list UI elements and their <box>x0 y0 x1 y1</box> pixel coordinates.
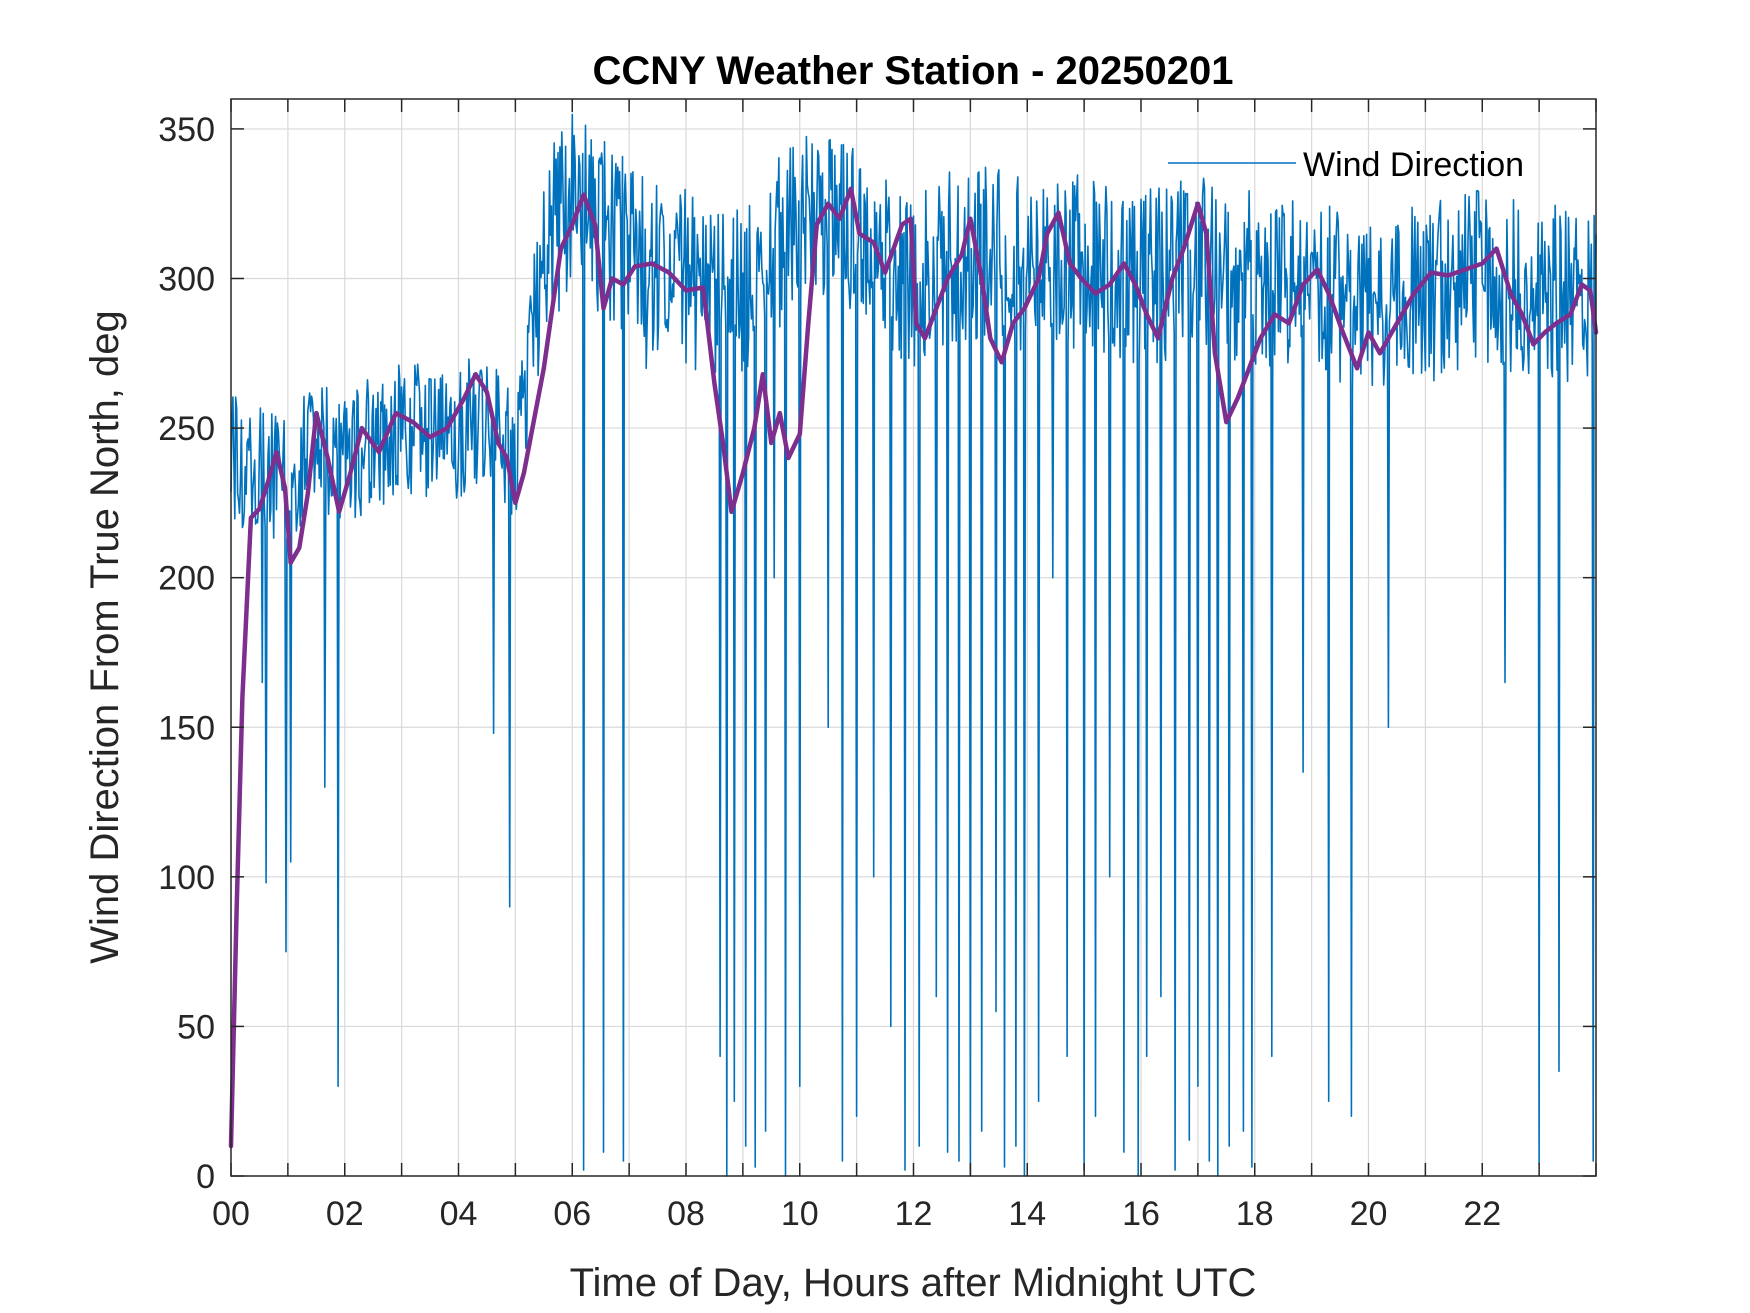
x-tick-label: 18 <box>1236 1195 1274 1233</box>
y-tick-label: 200 <box>158 560 215 598</box>
y-tick-label: 300 <box>158 261 215 299</box>
y-tick-label: 150 <box>158 709 215 747</box>
x-tick-label: 08 <box>667 1195 705 1233</box>
x-tick-label: 12 <box>895 1195 933 1233</box>
y-axis-tick-labels: 0 50 100 150 200 250 300 350 <box>158 111 215 1196</box>
y-tick-label: 50 <box>177 1008 215 1046</box>
y-axis-label: Wind Direction From True North, deg <box>83 310 127 964</box>
x-tick-label: 06 <box>553 1195 591 1233</box>
y-tick-label: 250 <box>158 410 215 448</box>
y-tick-label: 100 <box>158 859 215 897</box>
y-tick-label: 0 <box>196 1158 215 1196</box>
legend-label-wind-direction: Wind Direction <box>1303 146 1524 184</box>
x-axis-tick-labels: 00 02 04 06 08 10 12 14 16 18 20 22 <box>212 1195 1501 1233</box>
series-line-wind-direction <box>230 113 1597 1177</box>
x-tick-label: 22 <box>1463 1195 1501 1233</box>
x-tick-label: 04 <box>440 1195 478 1233</box>
y-tick-label: 350 <box>158 111 215 149</box>
x-tick-label: 14 <box>1008 1195 1046 1233</box>
x-tick-label: 02 <box>326 1195 364 1233</box>
legend: Wind Direction <box>1168 146 1524 184</box>
x-tick-label: 16 <box>1122 1195 1160 1233</box>
x-axis-label: Time of Day, Hours after Midnight UTC <box>570 1261 1257 1305</box>
x-tick-label: 20 <box>1350 1195 1388 1233</box>
axis-ticks <box>230 99 1597 1177</box>
chart-title: CCNY Weather Station - 20250201 <box>593 49 1234 93</box>
x-tick-label: 10 <box>781 1195 819 1233</box>
series-line-running-mean <box>228 186 1599 1149</box>
series-group <box>228 113 1599 1177</box>
x-tick-label: 00 <box>212 1195 250 1233</box>
